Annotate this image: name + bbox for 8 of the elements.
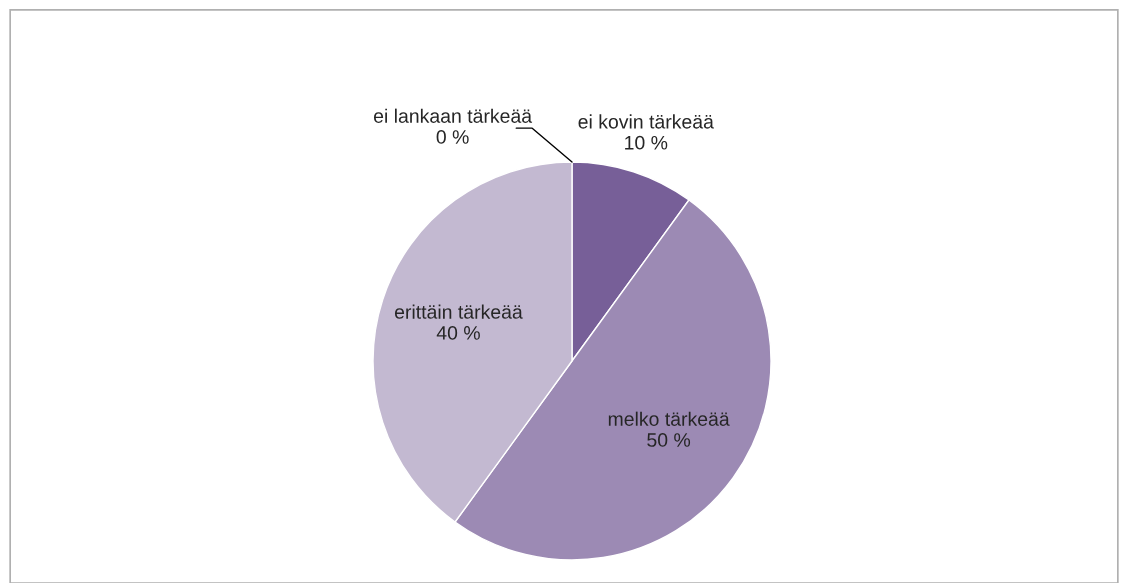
slice-label: erittäin tärkeää — [394, 304, 523, 319]
text: 0 % — [436, 130, 469, 144]
slice-label: ei kovin tärkeää — [578, 114, 714, 129]
data-label: 40 % — [436, 326, 480, 340]
category-label: ei lankaan tärkeää — [373, 108, 533, 123]
slice-label: melko tärkeää — [608, 411, 730, 426]
data-label: 10 % — [625, 135, 668, 150]
data-label: 50 % — [647, 433, 691, 447]
